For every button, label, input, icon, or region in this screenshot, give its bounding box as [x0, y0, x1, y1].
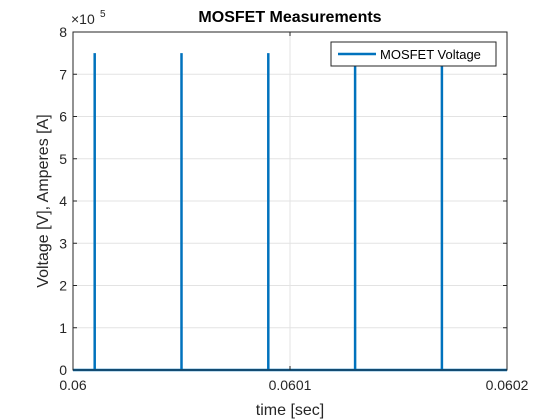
- y-tick-label: 8: [59, 24, 67, 40]
- y-tick-labels: 0 1 2 3 4 5 6 7 8: [59, 24, 67, 378]
- x-tick-label: 0.0602: [486, 377, 529, 393]
- y-tick-label: 2: [59, 278, 67, 294]
- chart-title: MOSFET Measurements: [198, 9, 381, 26]
- x-axis-label: time [sec]: [256, 402, 324, 419]
- y-tick-label: 1: [59, 320, 67, 336]
- y-tick-label: 7: [59, 66, 67, 82]
- y-exponent: 5: [100, 9, 106, 20]
- legend-label-mosfet-voltage: MOSFET Voltage: [380, 47, 481, 62]
- legend: MOSFET Voltage: [330, 41, 497, 67]
- y-exponent-base: ×10: [71, 11, 95, 27]
- x-tick-label: 0.06: [59, 377, 86, 393]
- y-tick-label: 4: [59, 193, 67, 209]
- y-tick-label: 3: [59, 235, 67, 251]
- y-tick-label: 5: [59, 151, 67, 167]
- y-axis-label: Voltage [V], Amperes [A]: [35, 114, 52, 287]
- y-tick-label: 0: [59, 362, 67, 378]
- x-tick-labels: 0.06 0.0601 0.0602: [59, 377, 528, 393]
- ticks: [72, 31, 508, 371]
- y-tick-label: 6: [59, 109, 67, 125]
- x-tick-label: 0.0601: [269, 377, 312, 393]
